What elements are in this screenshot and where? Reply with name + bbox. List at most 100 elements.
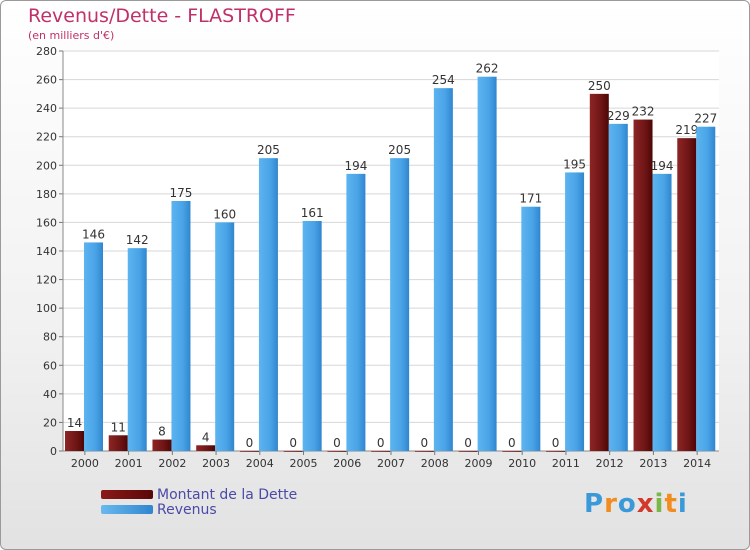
bar-revenue <box>433 88 453 452</box>
x-tick-label: 2014 <box>683 457 711 470</box>
bar-debt <box>152 439 172 451</box>
logo-letter: i <box>677 489 688 519</box>
data-label-debt: 0 <box>552 436 560 450</box>
bar-debt <box>108 435 128 451</box>
bar-revenue <box>565 172 585 451</box>
data-label-revenue: 205 <box>257 143 280 157</box>
data-label-debt: 0 <box>377 436 385 450</box>
data-label-debt: 4 <box>202 430 210 444</box>
bar-debt <box>239 451 259 452</box>
y-tick-label: 200 <box>36 159 57 172</box>
data-label-debt: 0 <box>421 436 429 450</box>
data-label-revenue: 194 <box>651 159 674 173</box>
bar-debt <box>458 451 478 452</box>
y-tick-label: 280 <box>36 45 57 58</box>
data-label-debt: 0 <box>246 436 254 450</box>
data-label-revenue: 227 <box>694 112 717 126</box>
bar-revenue <box>258 158 278 451</box>
data-label-revenue: 171 <box>519 192 542 206</box>
y-tick-label: 60 <box>43 359 57 372</box>
legend-label-debt: Montant de la Dette <box>157 486 298 503</box>
data-label-debt: 232 <box>632 105 655 119</box>
legend-swatch-revenue <box>101 505 153 514</box>
x-tick-label: 2008 <box>421 457 449 470</box>
data-label-revenue: 160 <box>213 207 236 221</box>
logo-letter: o <box>617 489 637 519</box>
data-label-debt: 0 <box>508 436 516 450</box>
bar-debt <box>502 451 522 452</box>
logo-letter: t <box>664 489 678 519</box>
bar-debt <box>589 93 609 451</box>
data-label-revenue: 161 <box>301 206 324 220</box>
bar-debt <box>414 451 434 452</box>
bar-revenue <box>477 76 497 451</box>
data-label-debt: 219 <box>675 123 698 137</box>
data-label-debt: 11 <box>111 420 126 434</box>
bar-debt <box>65 431 84 451</box>
legend-label-revenue: Revenus <box>157 501 217 518</box>
bar-revenue <box>390 158 410 451</box>
legend-swatch-debt <box>101 490 153 499</box>
bar-revenue <box>302 221 322 451</box>
data-label-revenue: 146 <box>82 227 105 241</box>
bar-revenue <box>127 248 147 451</box>
bar-debt <box>283 451 303 452</box>
data-label-revenue: 262 <box>476 62 499 76</box>
y-tick-label: 180 <box>36 188 57 201</box>
data-label-revenue: 142 <box>126 233 149 247</box>
y-tick-label: 160 <box>36 216 57 229</box>
y-tick-label: 100 <box>36 302 57 315</box>
logo-letter: x <box>636 489 655 519</box>
x-tick-label: 2010 <box>508 457 536 470</box>
y-tick-label: 140 <box>36 245 57 258</box>
x-tick-label: 2006 <box>333 457 361 470</box>
y-tick-label: 240 <box>36 102 57 115</box>
data-label-revenue: 254 <box>432 73 455 87</box>
data-label-debt: 0 <box>333 436 341 450</box>
bar-revenue <box>84 242 103 451</box>
legend-item-debt: Montant de la Dette <box>101 486 298 503</box>
bar-revenue <box>346 173 366 451</box>
bar-debt <box>196 445 216 451</box>
logo-letter: r <box>604 489 618 519</box>
x-tick-label: 2004 <box>246 457 274 470</box>
bar-revenue <box>171 201 191 451</box>
x-tick-label: 2005 <box>290 457 318 470</box>
logo-letter: i <box>654 489 665 519</box>
data-label-revenue: 194 <box>344 159 367 173</box>
bar-debt <box>546 451 566 452</box>
x-tick-label: 2012 <box>596 457 624 470</box>
bar-revenue <box>608 123 628 451</box>
y-tick-label: 120 <box>36 274 57 287</box>
chart-title: Revenus/Dette - FLASTROFF <box>28 5 296 27</box>
data-label-debt: 14 <box>67 416 82 430</box>
chart-subtitle: (en milliers d'€) <box>28 29 115 42</box>
bar-debt <box>371 451 391 452</box>
data-label-revenue: 175 <box>170 186 193 200</box>
x-tick-label: 2000 <box>71 457 99 470</box>
y-tick-label: 20 <box>43 416 57 429</box>
legend-item-revenue: Revenus <box>101 501 297 518</box>
y-tick-label: 220 <box>36 131 57 144</box>
legend: Montant de la Dette Revenus <box>101 486 298 518</box>
y-tick-label: 0 <box>50 445 57 458</box>
data-label-debt: 0 <box>464 436 472 450</box>
bar-revenue <box>521 206 541 451</box>
x-tick-label: 2011 <box>552 457 580 470</box>
bar-revenue <box>652 173 672 451</box>
bar-revenue <box>215 222 235 451</box>
proxiti-logo: Proxiti <box>584 489 688 519</box>
y-tick-label: 80 <box>43 331 57 344</box>
y-tick-label: 260 <box>36 74 57 87</box>
data-label-revenue: 195 <box>563 157 586 171</box>
bar-debt <box>633 119 653 452</box>
x-tick-label: 2013 <box>639 457 667 470</box>
data-label-revenue: 229 <box>607 109 630 123</box>
data-label-revenue: 205 <box>388 143 411 157</box>
data-label-debt: 8 <box>158 425 166 439</box>
data-label-debt: 250 <box>588 79 611 93</box>
x-tick-label: 2003 <box>202 457 230 470</box>
x-tick-label: 2009 <box>464 457 492 470</box>
